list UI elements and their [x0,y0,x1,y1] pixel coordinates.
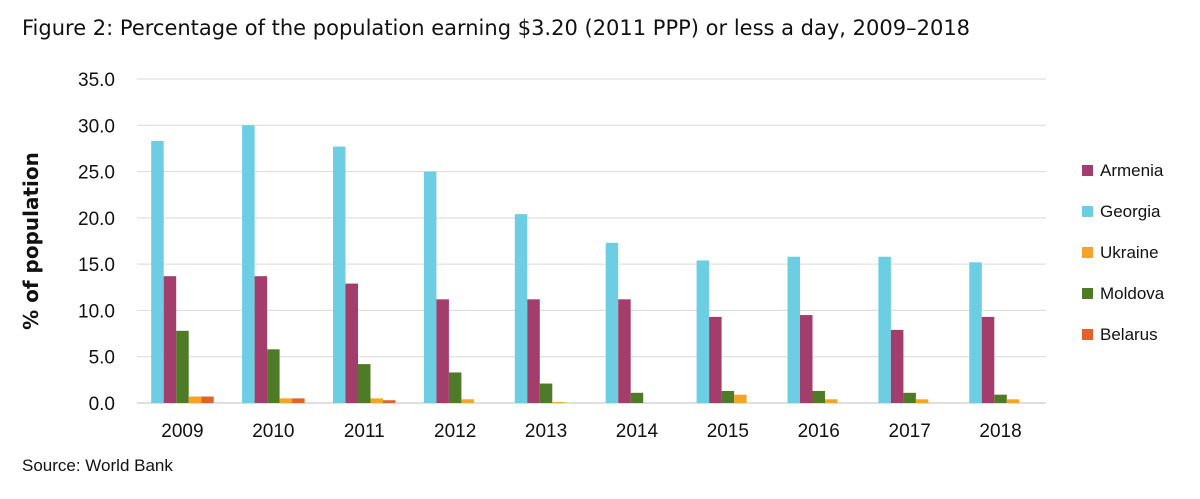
bar-georgia-2010 [242,125,255,404]
x-tick-label: 2009 [161,421,203,442]
y-axis-label: % of population [19,152,43,330]
bar-moldova-2011 [358,364,371,403]
y-tick-label: 15.0 [78,255,115,276]
x-tick-label: 2018 [979,421,1021,442]
bar-georgia-2011 [333,146,346,403]
x-tick-label: 2011 [344,421,385,442]
bar-ukraine-2009 [188,396,202,403]
bar-moldova-2015 [721,390,735,403]
legend-item-ukraine: Ukraine [1082,232,1164,273]
bar-moldova-2016 [812,390,825,403]
x-tick-label: 2017 [889,421,931,442]
bar-ukraine-2017 [915,399,929,403]
y-tick-label: 0.0 [89,394,115,415]
bar-armenia-2013 [527,299,540,403]
bar-ukraine-2013 [552,402,565,403]
bar-ukraine-2018 [1006,399,1020,403]
bar-ukraine-2012 [461,399,474,403]
bar-belarus-2009 [201,396,214,403]
legend-label: Ukraine [1100,242,1159,262]
legend-swatch [1082,288,1093,299]
legend-label: Belarus [1100,324,1158,344]
legend-label: Armenia [1100,160,1164,180]
bar-armenia-2015 [709,316,722,403]
legend-item-georgia: Georgia [1082,191,1164,232]
legend-item-armenia: Armenia [1082,150,1164,191]
bar-georgia-2018 [969,262,982,403]
bar-belarus-2011 [383,400,396,403]
bar-ukraine-2015 [734,394,747,403]
x-tick-label: 2016 [798,421,840,442]
bar-moldova-2013 [539,383,553,403]
bar-moldova-2010 [267,349,280,403]
bar-armenia-2017 [890,329,904,403]
bar-moldova-2018 [994,394,1007,403]
y-tick-label: 35.0 [78,70,115,91]
bar-moldova-2009 [176,330,189,403]
bar-ukraine-2016 [825,399,838,403]
legend-swatch [1082,247,1093,258]
y-tick-label: 25.0 [78,163,115,184]
bar-moldova-2014 [630,392,644,403]
bar-georgia-2016 [787,256,800,403]
x-tick-label: 2013 [525,421,567,442]
bar-georgia-2014 [605,242,619,403]
y-tick-label: 20.0 [78,209,115,230]
bar-ukraine-2010 [279,398,293,403]
bar-moldova-2012 [448,372,462,403]
y-tick-label: 5.0 [89,348,115,369]
chart-legend: Armenia Georgia Ukraine Moldova Belarus [1082,150,1164,355]
bar-armenia-2011 [345,283,358,403]
x-tick-label: 2015 [707,421,749,442]
bar-armenia-2009 [163,276,177,403]
bar-belarus-2010 [292,398,305,403]
bar-armenia-2018 [981,316,995,403]
bar-armenia-2014 [618,299,631,403]
x-tick-label: 2010 [252,421,294,442]
bar-georgia-2017 [878,256,891,403]
bar-georgia-2013 [514,214,528,403]
y-tick-label: 30.0 [78,116,115,137]
bar-georgia-2009 [151,141,164,403]
source-note: Source: World Bank [22,456,173,475]
x-tick-label: 2014 [616,421,659,442]
bar-ukraine-2011 [370,398,383,403]
bar-georgia-2015 [696,260,710,403]
legend-item-belarus: Belarus [1082,314,1164,355]
legend-swatch [1082,165,1093,176]
chart-title: Figure 2: Percentage of the population e… [22,16,971,40]
legend-label: Georgia [1100,201,1161,221]
bar-armenia-2010 [254,276,268,403]
legend-item-moldova: Moldova [1082,273,1164,314]
y-tick-label: 10.0 [78,301,115,322]
bar-armenia-2012 [436,299,449,403]
legend-label: Moldova [1100,283,1165,303]
legend-swatch [1082,329,1093,340]
bar-moldova-2017 [903,392,916,403]
bar-georgia-2012 [423,171,437,403]
x-tick-label: 2012 [434,421,476,442]
bar-armenia-2016 [800,315,813,403]
legend-swatch [1082,206,1093,217]
